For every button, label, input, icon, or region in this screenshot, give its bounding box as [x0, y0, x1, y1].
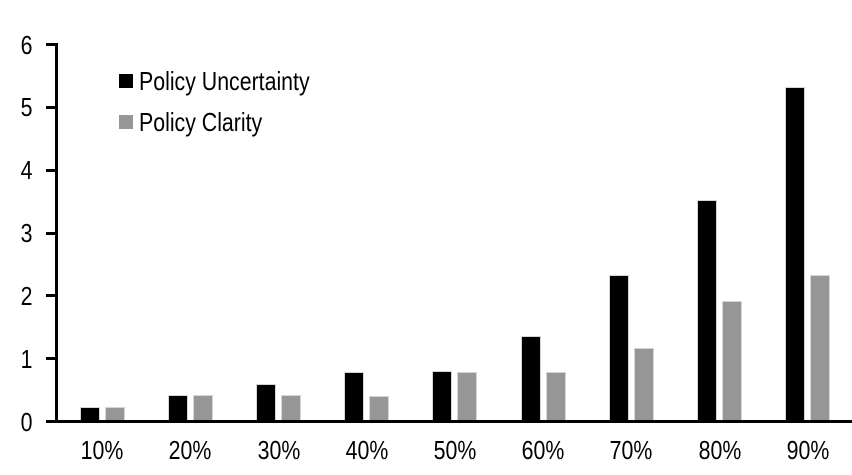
y-axis-label-5: 5 — [20, 92, 32, 123]
bar-policy-uncertainty-20% — [167, 394, 188, 420]
bar-group-80% — [676, 43, 764, 420]
legend-item-policy-clarity: Policy Clarity — [119, 108, 347, 136]
x-axis-label-10%: 10% — [58, 437, 146, 463]
x-axis-label-80%: 80% — [676, 437, 764, 463]
bar-group-50% — [411, 43, 499, 420]
x-axis-label-text: 90% — [786, 435, 830, 465]
y-axis-label-3: 3 — [20, 218, 32, 248]
bar-policy-clarity-70% — [633, 347, 654, 420]
bar-group-40% — [323, 43, 411, 420]
policy-clarity-swatch-icon — [119, 115, 133, 129]
x-axis-label-text: 40% — [345, 435, 389, 465]
bar-group-30% — [234, 43, 322, 420]
x-axis-label-text: 60% — [521, 435, 565, 465]
bar-policy-clarity-80% — [722, 300, 743, 420]
y-axis-line — [55, 43, 58, 423]
bar-policy-uncertainty-30% — [256, 384, 277, 420]
bar-policy-clarity-90% — [810, 275, 831, 420]
bar-group-70% — [587, 43, 675, 420]
x-axis-label-text: 20% — [168, 435, 212, 465]
y-axis-label-0: 0 — [20, 406, 32, 437]
bar-policy-uncertainty-90% — [785, 86, 806, 420]
y-tick-2 — [46, 294, 56, 298]
bar-policy-clarity-20% — [192, 394, 213, 420]
x-axis-label-text: 30% — [257, 435, 300, 465]
y-tick-6 — [46, 43, 56, 47]
x-axis-labels: 10% 20% 30% 40% 50% 60% 70% 80% 90% — [58, 437, 852, 463]
x-axis-label-90%: 90% — [764, 437, 852, 463]
legend-label-policy-clarity: Policy Clarity — [139, 107, 263, 137]
bar-policy-clarity-10% — [104, 407, 125, 420]
y-axis-label-1: 1 — [20, 343, 32, 374]
bar-group-90% — [764, 43, 852, 420]
bar-policy-uncertainty-40% — [344, 372, 365, 420]
x-axis-label-50%: 50% — [411, 437, 499, 463]
x-axis-label-text: 70% — [610, 435, 653, 465]
policy-uncertainty-swatch-icon — [119, 74, 133, 88]
legend: Policy Uncertainty Policy Clarity — [119, 67, 347, 136]
bar-policy-uncertainty-60% — [520, 336, 541, 420]
y-tick-3 — [46, 231, 56, 235]
bar-policy-uncertainty-50% — [432, 371, 453, 420]
y-axis-labels: 0 1 2 3 4 5 6 — [0, 0, 32, 475]
y-tick-5 — [46, 105, 56, 109]
y-axis-label-4: 4 — [20, 155, 32, 186]
y-axis-label-6: 6 — [20, 29, 32, 60]
x-axis-label-20%: 20% — [146, 437, 234, 463]
bar-policy-uncertainty-10% — [79, 407, 100, 420]
bar-policy-uncertainty-80% — [697, 200, 718, 420]
x-axis-label-60%: 60% — [499, 437, 587, 463]
plot-area — [58, 43, 852, 420]
x-axis-label-70%: 70% — [587, 437, 675, 463]
bar-group-10% — [58, 43, 146, 420]
x-axis-label-30%: 30% — [234, 437, 322, 463]
legend-item-policy-uncertainty: Policy Uncertainty — [119, 67, 347, 95]
legend-label-policy-uncertainty: Policy Uncertainty — [139, 66, 310, 96]
x-axis-line — [46, 420, 852, 423]
bar-policy-clarity-60% — [545, 371, 566, 420]
y-axis-label-2: 2 — [20, 280, 32, 311]
bar-group-60% — [499, 43, 587, 420]
bar-policy-clarity-30% — [281, 394, 302, 420]
x-axis-label-40%: 40% — [323, 437, 411, 463]
bar-policy-clarity-40% — [369, 395, 390, 420]
y-tick-1 — [46, 357, 56, 361]
bar-policy-clarity-50% — [457, 371, 478, 420]
y-tick-4 — [46, 168, 56, 172]
x-axis-label-text: 50% — [433, 435, 477, 465]
x-axis-label-text: 10% — [80, 435, 124, 465]
bar-policy-uncertainty-70% — [608, 275, 629, 420]
bar-group-20% — [146, 43, 234, 420]
x-axis-label-text: 80% — [698, 435, 741, 465]
